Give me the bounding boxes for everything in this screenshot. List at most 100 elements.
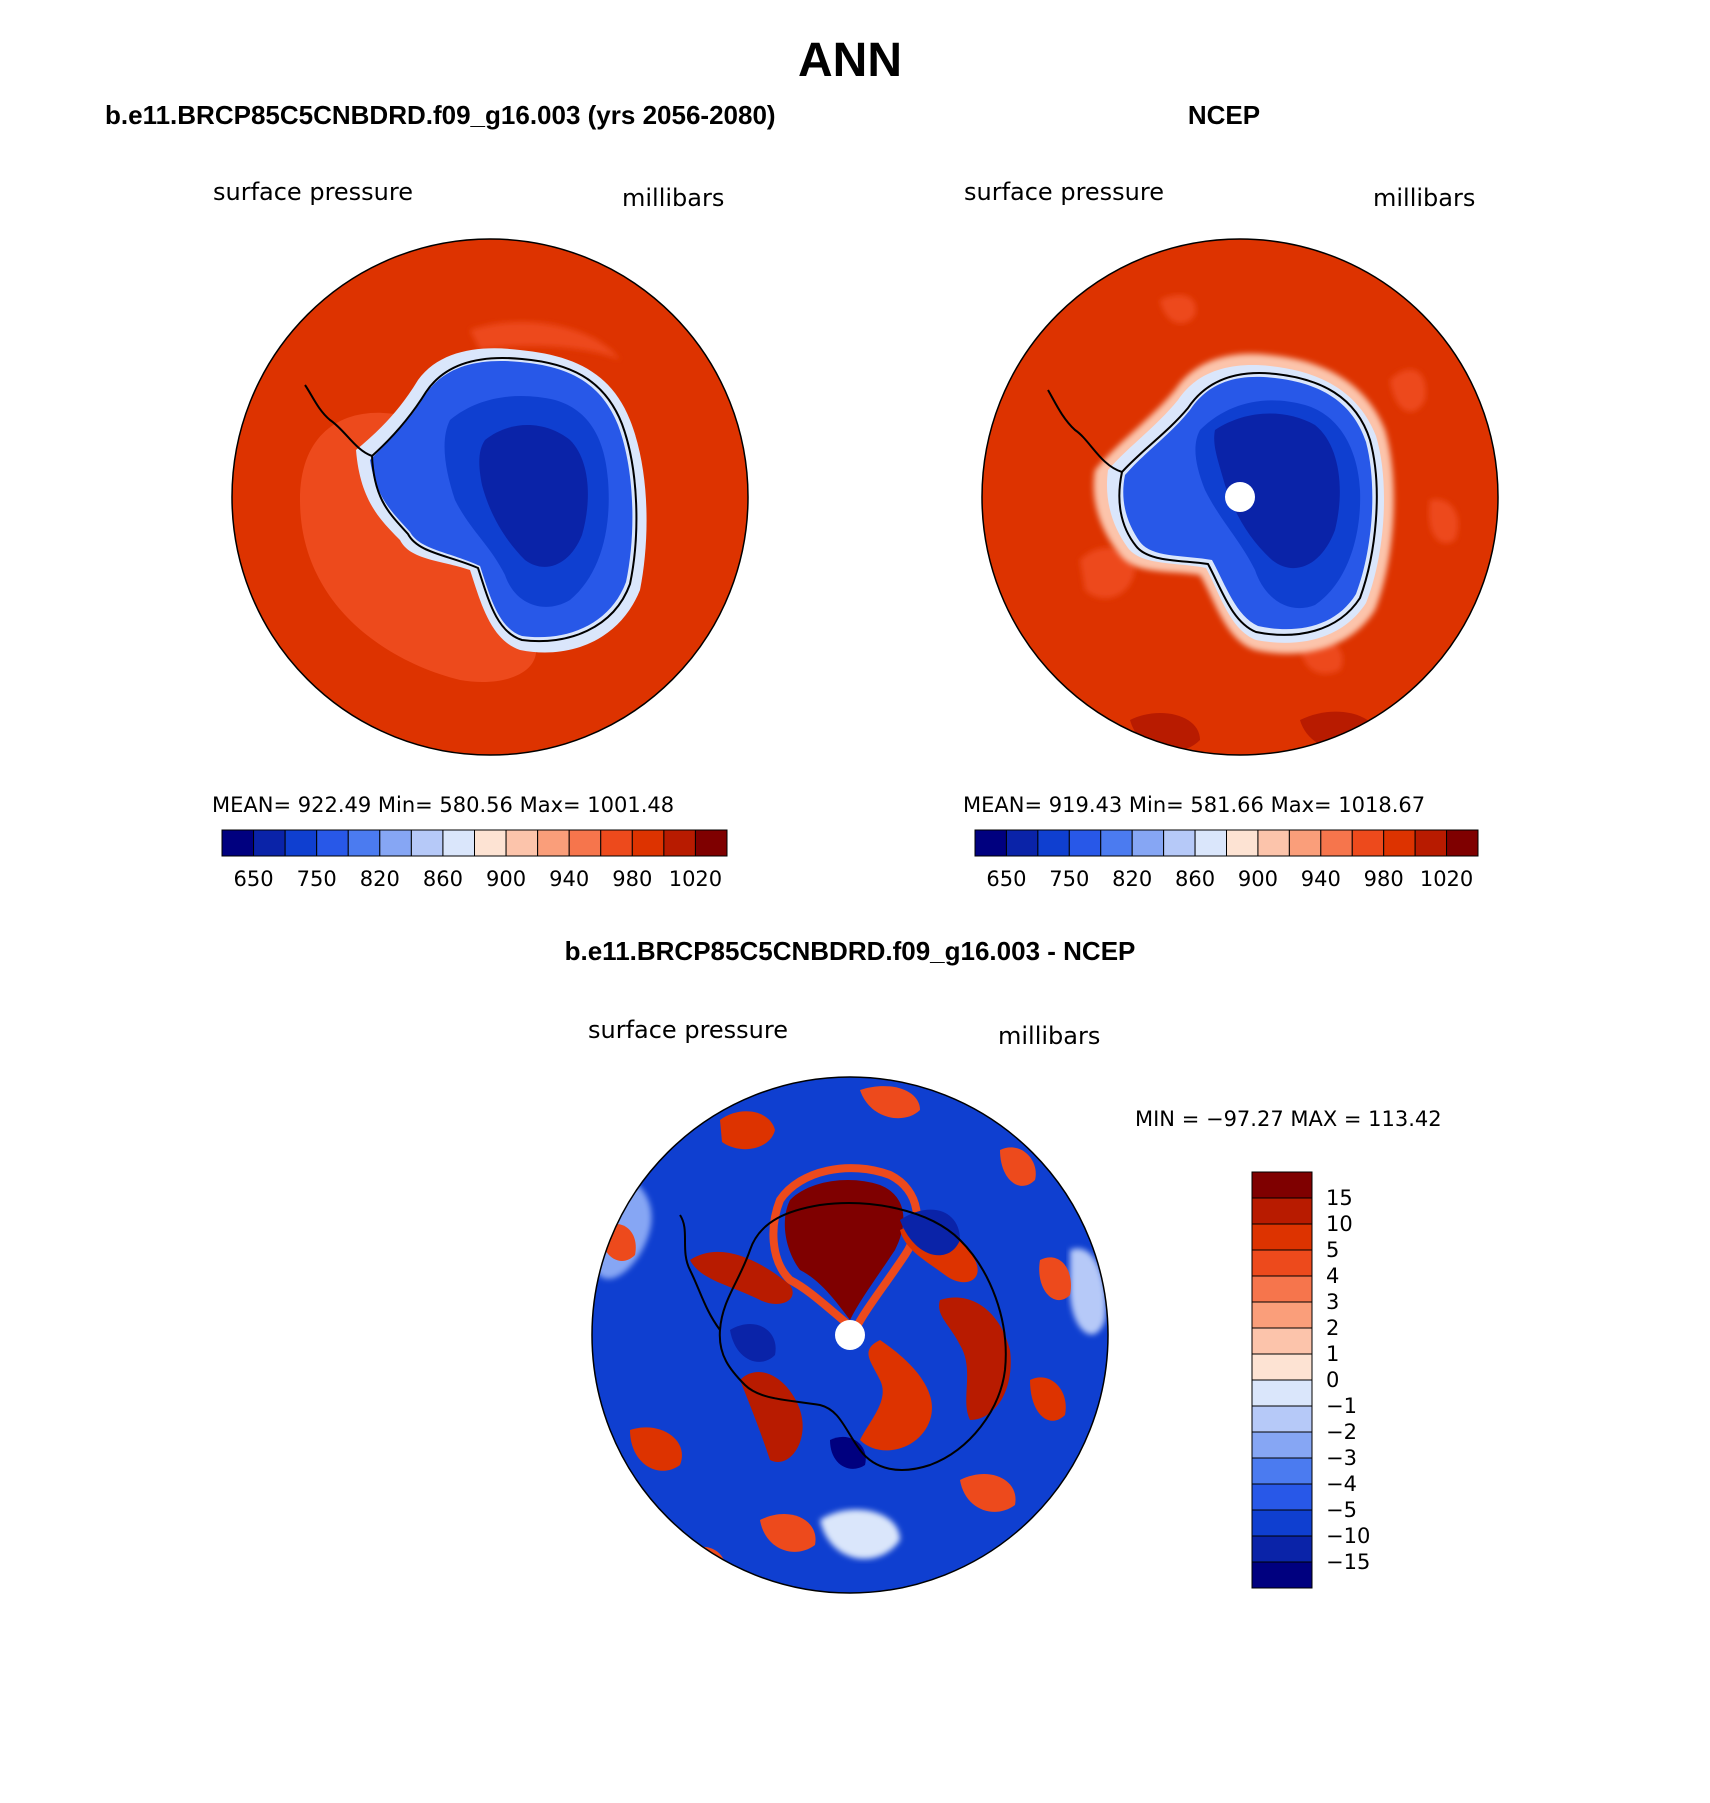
colorbar-swatch <box>1414 829 1448 857</box>
colorbar-swatch <box>1257 829 1290 857</box>
colorbar-swatch <box>568 829 602 857</box>
colorbar-swatch <box>1251 1561 1313 1589</box>
colorbar-swatch <box>1251 1379 1313 1407</box>
colorbar-tick-label: −5 <box>1326 1498 1357 1522</box>
colorbar-swatch <box>1131 829 1165 857</box>
colorbar-swatch <box>284 829 318 857</box>
diff-blob-8 <box>960 1474 1016 1512</box>
colorbar-swatch <box>1351 829 1385 857</box>
colorbar-tick-label: −1 <box>1326 1394 1357 1418</box>
pole-hole <box>1225 482 1255 512</box>
colorbar-swatch <box>379 829 412 857</box>
colorbar-tick-label: −15 <box>1326 1550 1370 1574</box>
colorbar-swatch <box>1383 829 1416 857</box>
diff-blob-3 <box>1000 1147 1036 1186</box>
colorbar-tick-label: 900 <box>1238 867 1278 891</box>
colorbar-tick-label: 820 <box>360 867 400 891</box>
colorbar-swatch <box>1251 1353 1313 1381</box>
colorbar-tick-label: 980 <box>1364 867 1404 891</box>
colorbar-tick-label: 750 <box>297 867 337 891</box>
coastline <box>1047 372 1378 636</box>
diff-low-1 <box>900 1209 960 1256</box>
ice-sheet-core <box>479 425 588 567</box>
diff-high-core <box>784 1180 904 1320</box>
colorbar-swatch <box>537 829 570 857</box>
diff-pale-south <box>820 1509 900 1559</box>
diff-arc-1 <box>690 1251 793 1305</box>
colorbar-tick-label: −10 <box>1326 1524 1370 1548</box>
panel-ncep-stats: MEAN= 919.43 Min= 581.66 Max= 1018.67 <box>963 793 1425 817</box>
colorbar-swatch <box>1251 1535 1313 1563</box>
colorbar-swatch <box>316 829 349 857</box>
colorbar-swatch <box>1251 1223 1313 1251</box>
coastline <box>679 1202 1007 1471</box>
diff-arc-4 <box>740 1371 803 1462</box>
map-difference-border <box>591 1076 1109 1594</box>
page-title: ANN <box>798 34 902 87</box>
ocean-patch-5 <box>1429 499 1459 544</box>
colorbar-swatch <box>1194 829 1227 857</box>
ocean-patch-3 <box>1160 295 1196 324</box>
colorbar-swatch <box>1163 829 1196 857</box>
colorbar-swatch <box>1068 829 1102 857</box>
diff-pale-east <box>1070 1248 1106 1335</box>
pole-hole <box>835 1320 865 1350</box>
colorbar-tick-label: 10 <box>1326 1212 1353 1236</box>
colorbar-tick-label: 860 <box>423 867 463 891</box>
diff-arc-3 <box>860 1340 932 1451</box>
colorbar-swatch <box>1251 1327 1313 1355</box>
colorbar-swatch <box>1100 829 1133 857</box>
colorbar-tick-label: 1020 <box>1420 867 1473 891</box>
colorbar-swatch <box>347 829 381 857</box>
map-difference <box>592 1077 1108 1593</box>
colorbar-swatch <box>1251 1197 1313 1225</box>
map-model-border <box>231 238 749 756</box>
colorbar-tick-label: 1020 <box>669 867 722 891</box>
panel-ncep-variable: surface pressure <box>964 178 1164 206</box>
colorbar-swatch <box>1251 1405 1313 1433</box>
colorbar-swatch <box>410 829 444 857</box>
colorbar-swatch <box>1251 1249 1313 1277</box>
diff-high-ring <box>769 1164 921 1337</box>
panel-difference-stats: MIN = −97.27 MAX = 113.42 <box>1135 1107 1442 1131</box>
colorbar-swatch <box>1320 829 1353 857</box>
colorbar-swatch <box>505 829 539 857</box>
colorbar-swatch <box>1251 1275 1313 1303</box>
colorbar-tick-label: 15 <box>1326 1186 1353 1210</box>
panel-difference: b.e11.BRCP85C5CNBDRD.f09_g16.003 - NCEP … <box>565 936 1442 1594</box>
colorbar-tick-label: 3 <box>1326 1290 1339 1314</box>
colorbar-swatch <box>1251 1457 1313 1485</box>
colorbar-swatch <box>631 829 665 857</box>
colorbar-swatch <box>1446 829 1479 857</box>
map-model <box>232 239 748 755</box>
colorbar-ncep: 650 750 820 860 900 940 980 1020 <box>974 829 1479 891</box>
colorbar-tick-label: 5 <box>1326 1238 1339 1262</box>
colorbar-tick-label: 4 <box>1326 1264 1339 1288</box>
colorbar-swatch <box>1226 829 1259 857</box>
diff-blob-4 <box>1039 1257 1071 1301</box>
colorbar-tick-label: 860 <box>1175 867 1215 891</box>
colorbar-tick-label: 650 <box>234 867 274 891</box>
colorbar-tick-label: −3 <box>1326 1446 1357 1470</box>
panel-difference-units: millibars <box>998 1022 1100 1050</box>
panel-model-variable: surface pressure <box>213 178 413 206</box>
colorbar-swatch <box>1251 1509 1313 1537</box>
ocean-patch-2 <box>1390 369 1426 412</box>
colorbar-swatch <box>600 829 633 857</box>
colorbar-tick-label: −2 <box>1326 1420 1357 1444</box>
map-ncep-border <box>981 238 1499 756</box>
panel-difference-variable: surface pressure <box>588 1016 788 1044</box>
colorbar-swatch <box>442 829 475 857</box>
colorbar-tick-label: 900 <box>486 867 526 891</box>
colorbar-model: 650 750 820 860 900 940 980 1020 <box>221 829 728 891</box>
ice-sheet-core <box>1214 413 1340 569</box>
diff-low-2 <box>730 1324 776 1362</box>
colorbar-swatch <box>253 829 286 857</box>
panel-model-units: millibars <box>622 184 724 212</box>
panel-model: b.e11.BRCP85C5CNBDRD.f09_g16.003 (yrs 20… <box>105 100 776 891</box>
diff-blob-9 <box>1030 1377 1066 1421</box>
diff-blob-7 <box>760 1514 816 1552</box>
map-ncep <box>982 239 1498 755</box>
colorbar-swatch <box>974 829 1007 857</box>
